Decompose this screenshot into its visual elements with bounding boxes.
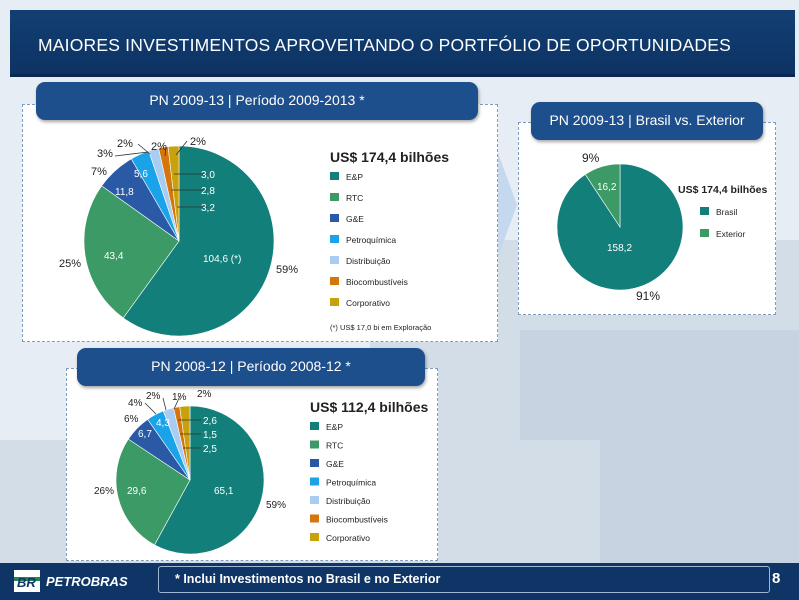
legend-label: E&P xyxy=(346,172,363,182)
pie-value-label: 11,8 xyxy=(115,187,134,198)
pie-slice-exterior xyxy=(584,163,621,228)
legend-swatch-distribuicao xyxy=(330,256,339,264)
legend-label: Exterior xyxy=(716,229,745,239)
legend-swatch-rtc xyxy=(330,193,339,201)
chart-footnote: (*) US$ 17,0 bi em Exploração xyxy=(330,323,431,332)
legend-swatch-exterior xyxy=(700,229,709,237)
pie-pct-label: 25% xyxy=(59,258,81,270)
pie-pct-label: 2% xyxy=(190,136,206,148)
panel-tab-pn-2008-12: PN 2008-12 | Período 2008-12 * xyxy=(77,348,425,386)
legend-swatch-petroquimica xyxy=(310,477,319,486)
legend-swatch-rtc xyxy=(310,440,319,449)
legend-swatch-biocombustiveis xyxy=(310,514,319,523)
pie-pct-label: 9% xyxy=(582,151,600,165)
legend-label: Brasil xyxy=(716,207,737,217)
legend-swatch-corporativo xyxy=(310,533,319,541)
pie-pct-label: 2% xyxy=(197,389,212,400)
pie-value-label: 158,2 xyxy=(607,243,632,254)
legend-swatch-g-e xyxy=(310,459,319,467)
legend-swatch-distribuicao xyxy=(310,496,319,504)
pie-pct-label: 7% xyxy=(91,166,107,178)
pie-slice-rtc xyxy=(115,438,191,546)
pie-pct-label: 1% xyxy=(172,392,187,403)
pie-value-label: 1,5 xyxy=(203,430,217,441)
panel-tab-title: PN 2009-13 | Brasil vs. Exterior xyxy=(549,112,745,128)
arrow-right-icon xyxy=(497,150,517,260)
pie-slice-corporativo xyxy=(167,145,180,242)
panel-tab-pn-2009-13: PN 2009-13 | Período 2009-2013 * xyxy=(36,82,478,120)
pie-slice-e-p xyxy=(154,405,265,555)
pie-value-label: 3,0 xyxy=(201,170,215,181)
chart-total: US$ 174,4 bilhões xyxy=(330,149,449,165)
pie-value-label: 104,6 (*) xyxy=(203,254,241,265)
chart-total: US$ 112,4 bilhões xyxy=(310,399,428,415)
logo-mark: BR xyxy=(17,575,36,590)
pie-pct-label: 2% xyxy=(146,391,161,402)
panel-tab-brasil-exterior: PN 2009-13 | Brasil vs. Exterior xyxy=(531,102,763,140)
legend-label: Distribuição xyxy=(326,496,371,506)
chart-brasil-exterior: 158,2 16,2 91% 9% US$ 174,4 bilhões Bras… xyxy=(556,151,767,303)
slide-footer xyxy=(0,563,799,600)
pie-value-label: 29,6 xyxy=(127,486,147,497)
petrobras-logo: BR PETROBRAS xyxy=(14,570,128,592)
pie-value-label: 2,8 xyxy=(201,186,215,197)
legend-label: Corporativo xyxy=(326,533,370,543)
chart-total: US$ 174,4 bilhões xyxy=(678,184,767,196)
pie-pct-label: 6% xyxy=(124,414,139,425)
legend-label: Distribuição xyxy=(346,256,391,266)
legend-swatch-petroquimica xyxy=(330,235,339,243)
pie-value-label: 3,2 xyxy=(201,203,215,214)
pie-pct-label: 59% xyxy=(276,264,298,276)
legend-label: G&E xyxy=(346,214,364,224)
pie-pct-label: 3% xyxy=(97,148,113,160)
legend-swatch-biocombustiveis xyxy=(330,277,339,285)
pie-slice-rtc xyxy=(83,185,180,319)
pie-value-label: 43,4 xyxy=(104,251,124,262)
page-number: 8 xyxy=(772,570,781,587)
pie-value-label: 2,5 xyxy=(203,444,217,455)
legend-label: Petroquímica xyxy=(326,478,376,488)
pie-value-label: 16,2 xyxy=(597,182,617,193)
pie-pct-label: 59% xyxy=(266,500,286,511)
legend-swatch-e-p xyxy=(330,172,339,180)
pie-value-label: 5,6 xyxy=(134,169,148,180)
legend-swatch-g-e xyxy=(330,214,339,222)
pie-slice-e-p xyxy=(122,145,275,337)
chart-pn-2009-13: 104,6 (*) 43,4 11,8 5,6 3,0 2,8 3,2 59% … xyxy=(59,136,449,337)
panel-tab-title: PN 2008-12 | Período 2008-12 * xyxy=(151,358,351,374)
legend-swatch-corporativo xyxy=(330,298,339,306)
legend-label: E&P xyxy=(326,422,343,432)
slide-title: MAIORES INVESTIMENTOS APROVEITANDO O POR… xyxy=(38,35,731,55)
panel-tab-title: PN 2009-13 | Período 2009-2013 * xyxy=(149,92,365,108)
chart-pn-2008-12: 65,1 29,6 6,7 4,3 2,6 1,5 2,5 59% 26% 6%… xyxy=(94,389,428,555)
legend-label: RTC xyxy=(346,193,363,203)
pie-value-label: 2,6 xyxy=(203,416,217,427)
pie-pct-label: 91% xyxy=(636,289,660,303)
pie-pct-label: 26% xyxy=(94,486,114,497)
pie-value-label: 4,3 xyxy=(156,418,170,429)
legend-label: RTC xyxy=(326,441,343,451)
legend-label: Petroquímica xyxy=(346,235,396,245)
logo-text: PETROBRAS xyxy=(46,574,128,589)
pie-pct-label: 4% xyxy=(128,398,143,409)
legend-swatch-e-p xyxy=(310,422,319,430)
pie-pct-label: 2% xyxy=(151,141,167,153)
legend-label: Biocombustíveis xyxy=(326,515,388,525)
slide-header: MAIORES INVESTIMENTOS APROVEITANDO O POR… xyxy=(10,10,795,77)
legend-label: G&E xyxy=(326,459,344,469)
legend-label: Biocombustíveis xyxy=(346,277,408,287)
pie-pct-label: 2% xyxy=(117,138,133,150)
legend-label: Corporativo xyxy=(346,298,390,308)
footer-note: * Inclui Investimentos no Brasil e no Ex… xyxy=(175,572,441,586)
pie-value-label: 65,1 xyxy=(214,486,234,497)
pie-slice-corporativo xyxy=(179,405,191,481)
footer-note-box xyxy=(158,566,770,593)
pie-value-label: 6,7 xyxy=(138,429,152,440)
legend-swatch-brasil xyxy=(700,207,709,215)
